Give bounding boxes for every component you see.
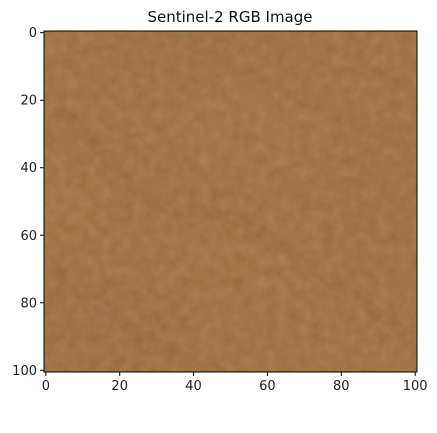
y-tick-label: 0 (29, 26, 37, 41)
y-tick-label: 40 (20, 161, 37, 176)
chart-title: Sentinel-2 RGB Image (147, 8, 312, 26)
x-tick-label: 100 (403, 379, 428, 394)
y-axis: 0 20 40 60 80 100 (12, 26, 44, 379)
x-tick-label: 20 (111, 379, 128, 394)
y-tick-label: 60 (20, 229, 37, 244)
x-tick-label: 60 (259, 379, 276, 394)
x-tick-label: 40 (185, 379, 202, 394)
image-area (43, 30, 418, 373)
image-texture (44, 31, 417, 372)
x-tick-label: 80 (333, 379, 350, 394)
image-frame (43, 30, 418, 373)
y-tick-label: 20 (20, 94, 37, 109)
x-tick-label: 0 (42, 379, 50, 394)
x-axis: 0 20 40 60 80 100 (42, 372, 428, 394)
y-tick-label: 80 (20, 296, 37, 311)
y-tick-label: 100 (12, 364, 37, 379)
